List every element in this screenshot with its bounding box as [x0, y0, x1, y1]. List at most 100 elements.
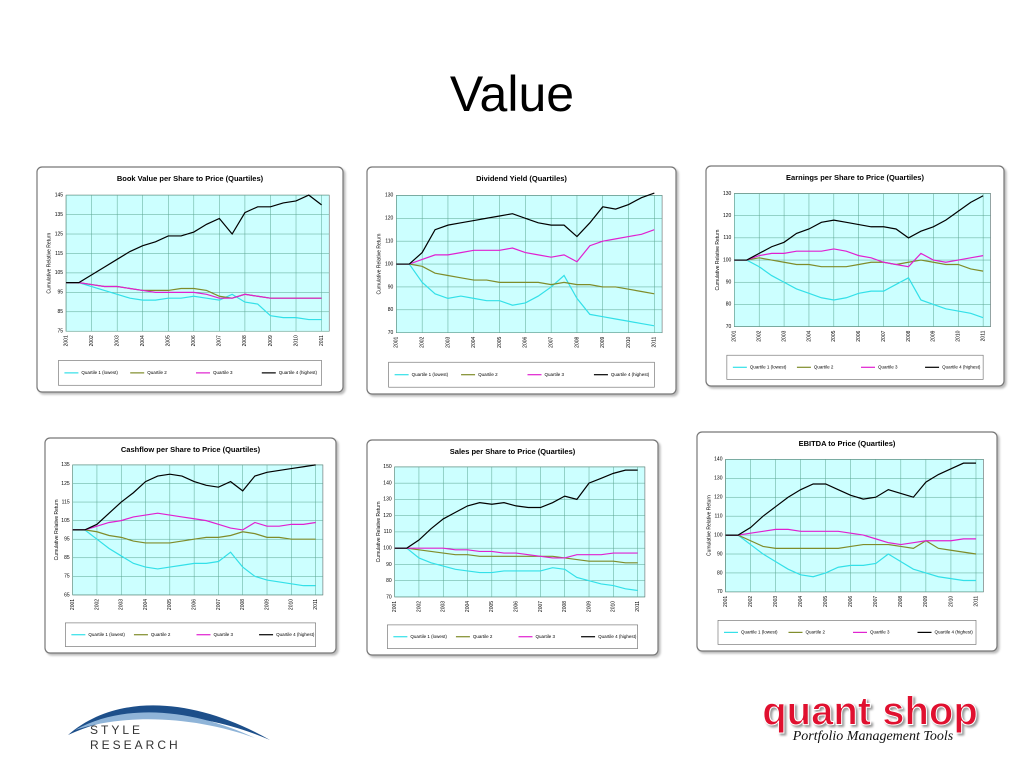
x-tick-label: 2011 — [973, 596, 979, 607]
y-tick-label: 100 — [383, 546, 392, 552]
y-tick-label: 135 — [61, 462, 70, 468]
x-tick-label: 2007 — [548, 336, 554, 347]
legend-label: Quartile 3 — [213, 370, 233, 375]
y-tick-label: 70 — [726, 324, 732, 330]
series-line — [72, 529, 316, 544]
x-tick-label: 2010 — [289, 599, 295, 610]
y-tick-label: 100 — [723, 257, 732, 263]
y-tick-label: 90 — [726, 280, 732, 286]
y-tick-label: 130 — [714, 476, 723, 482]
x-tick-label: 2009 — [586, 601, 592, 612]
x-tick-label: 2002 — [89, 335, 95, 346]
x-tick-label: 2003 — [781, 330, 787, 341]
y-tick-label: 115 — [62, 499, 70, 505]
chart-panel: Cashflow per Share to Price (Quartiles) 6… — [44, 437, 337, 654]
slide-title: Value — [450, 66, 574, 122]
chart-title: Cashflow per Share to Price (Quartiles) — [121, 445, 261, 454]
chart-title: Earnings per Share to Price (Quartiles) — [786, 173, 924, 182]
legend-label: Quartile 1 (lowest) — [88, 632, 125, 637]
x-tick-label: 2008 — [898, 596, 904, 607]
logo-swoosh — [68, 705, 270, 740]
y-tick-label: 100 — [385, 261, 394, 267]
x-tick-label: 2007 — [217, 335, 223, 346]
x-tick-label: 2006 — [848, 596, 854, 607]
x-tick-label: 2004 — [465, 601, 471, 612]
x-tick-label: 2010 — [956, 330, 962, 341]
legend-label: Quartile 1 (lowest) — [81, 370, 118, 375]
y-tick-label: 80 — [388, 307, 394, 313]
legend-box — [717, 620, 977, 645]
series-line — [396, 229, 655, 265]
legend-label: Quartile 1 (lowest) — [412, 372, 449, 377]
series-line — [734, 259, 984, 319]
x-tick-label: 2003 — [441, 601, 447, 612]
y-tick-label: 65 — [64, 592, 70, 598]
legend-label: Quartile 4 (highest) — [598, 634, 637, 639]
y-tick-label: 130 — [383, 497, 392, 503]
series-line — [734, 248, 984, 268]
series-line — [396, 192, 655, 265]
logo-swoosh — [75, 712, 255, 738]
x-tick-label: 2002 — [94, 599, 100, 610]
series-line — [725, 534, 977, 555]
x-tick-label: 2007 — [538, 601, 544, 612]
logo-text: STYLE — [90, 723, 143, 737]
x-tick-label: 2006 — [523, 336, 529, 347]
chart-panel: Sales per Share to Price (Quartiles) 70 80… — [366, 439, 659, 656]
chart-title: EBITDA to Price (Quartiles) — [799, 439, 896, 448]
x-tick-label: 2011 — [319, 335, 325, 346]
x-tick-label: 2002 — [419, 336, 425, 347]
series-line — [734, 195, 984, 261]
quant-shop-logo: quant shop Portfolio Management Tools — [762, 689, 979, 744]
y-tick-label: 140 — [383, 480, 392, 486]
y-tick-label: 110 — [384, 529, 392, 535]
series-line — [725, 534, 976, 582]
y-tick-label: 140 — [714, 457, 723, 463]
legend-label: Quartile 2 — [151, 632, 171, 637]
y-tick-label: 80 — [386, 578, 392, 584]
legend-label: Quartile 3 — [545, 372, 565, 377]
x-tick-label: 2009 — [931, 330, 937, 341]
x-tick-label: 2005 — [166, 335, 172, 346]
style-research-logo: STYLE RESEARCH — [68, 705, 270, 752]
y-tick-label: 110 — [715, 513, 723, 519]
x-tick-label: 2008 — [906, 330, 912, 341]
y-tick-label: 85 — [58, 309, 64, 315]
legend-label: Quartile 2 — [478, 372, 498, 377]
plot-area — [65, 194, 330, 332]
series-line — [394, 547, 638, 559]
x-tick-label: 2007 — [216, 599, 222, 610]
y-tick-label: 120 — [723, 213, 732, 219]
x-tick-label: 2001 — [392, 601, 398, 612]
series-line — [396, 263, 655, 295]
chart-panel: EBITDA to Price (Quartiles) 70 80 90 100 110 1… — [696, 431, 998, 652]
legend-label: Quartile 4 (highest) — [942, 364, 981, 369]
legend-label: Quartile 4 (highest) — [935, 630, 974, 635]
y-tick-label: 115 — [55, 251, 63, 257]
legend-label: Quartile 3 — [878, 364, 898, 369]
x-tick-label: 2010 — [293, 335, 299, 346]
legend-label: Quartile 3 — [214, 632, 234, 637]
x-tick-label: 2009 — [600, 336, 606, 347]
x-tick-label: 2002 — [416, 601, 422, 612]
x-tick-label: 2010 — [626, 336, 632, 347]
legend-box — [58, 360, 322, 386]
chart-title: Book Value per Share to Price (Quartiles… — [117, 174, 264, 183]
y-tick-label: 70 — [386, 594, 392, 600]
x-tick-label: 2006 — [191, 335, 197, 346]
y-tick-label: 120 — [385, 216, 394, 222]
y-tick-label: 70 — [717, 589, 723, 595]
y-tick-label: 90 — [717, 551, 723, 557]
y-tick-label: 110 — [723, 235, 731, 241]
x-tick-label: 2008 — [562, 601, 568, 612]
y-tick-label: 110 — [385, 238, 393, 244]
y-tick-label: 120 — [714, 495, 723, 501]
x-tick-label: 2004 — [471, 336, 477, 347]
legend-label: Quartile 2 — [473, 634, 493, 639]
legend-label: Quartile 1 (lowest) — [741, 630, 778, 635]
logo-text: RESEARCH — [90, 738, 181, 752]
legend-box — [387, 624, 638, 649]
legend-label: Quartile 1 (lowest) — [410, 634, 447, 639]
y-tick-label: 75 — [58, 329, 64, 335]
